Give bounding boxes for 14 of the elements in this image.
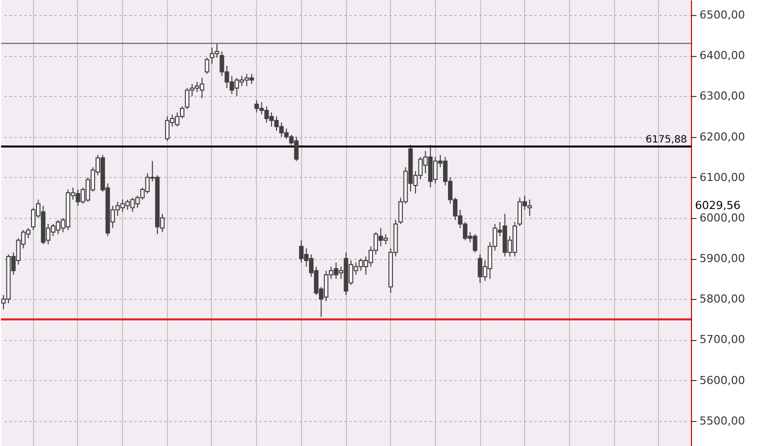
y-tick-label: 6500,00 [700, 8, 745, 22]
y-tick-label: 5500,00 [700, 414, 745, 428]
y-tick-label: 5800,00 [700, 292, 745, 306]
y-tick-label: 6200,00 [700, 130, 745, 144]
y-tick-label: 5700,00 [700, 333, 745, 346]
y-tick-label: 6300,00 [700, 90, 745, 103]
ref-line-label: 6175,88 [646, 134, 687, 146]
y-tick-label: 5900,00 [700, 252, 745, 266]
y-tick-label: 6100,00 [700, 170, 745, 184]
candlestick [204, 57, 210, 74]
y-tick-label: 6000,00 [700, 211, 745, 224]
y-tick-label: 6400,00 [700, 49, 745, 62]
text: 6029,56 [695, 198, 740, 212]
y-tick-label: 5600,00 [700, 374, 745, 387]
